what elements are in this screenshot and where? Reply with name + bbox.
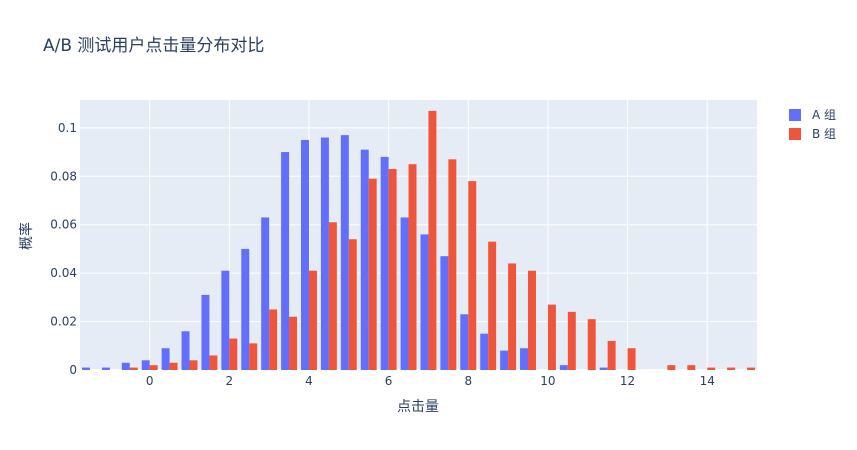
legend-label: B 组: [812, 127, 836, 141]
bar-b[interactable]: [428, 110, 437, 371]
x-tick-label: 2: [226, 374, 234, 388]
bars: [81, 110, 755, 371]
bar-a[interactable]: [221, 270, 230, 370]
bar-b[interactable]: [727, 367, 736, 370]
bar-b[interactable]: [488, 241, 497, 370]
bar-a[interactable]: [599, 367, 608, 370]
bar-b[interactable]: [547, 304, 556, 370]
bar-a[interactable]: [559, 365, 568, 370]
bar-a[interactable]: [141, 360, 150, 370]
bar-b[interactable]: [567, 311, 576, 370]
bar-b[interactable]: [149, 365, 158, 370]
y-axis-title: 概率: [18, 222, 35, 250]
ticks: 0 0.02 0.04 0.06 0.08 0.1 0 2 4 6 8 10 12 14: [50, 121, 715, 388]
bar-b[interactable]: [209, 355, 218, 370]
x-tick-label: 14: [700, 374, 715, 388]
bar-b[interactable]: [348, 239, 357, 370]
legend-label: A 组: [812, 108, 836, 122]
legend-swatch: [789, 109, 801, 121]
y-tick-label: 0.08: [50, 169, 77, 183]
bar-a[interactable]: [241, 248, 250, 370]
bar-a[interactable]: [520, 348, 529, 370]
legend-item[interactable]: B 组: [789, 127, 836, 141]
bar-b[interactable]: [368, 178, 377, 370]
bar-a[interactable]: [301, 139, 309, 370]
bar-b[interactable]: [408, 164, 417, 370]
bar-a[interactable]: [460, 314, 469, 370]
x-tick-label: 0: [146, 374, 154, 388]
chart-title: A/B 测试用户点击量分布对比: [43, 36, 264, 56]
bar-a[interactable]: [360, 149, 369, 370]
bar-b[interactable]: [587, 319, 596, 370]
bar-b[interactable]: [528, 270, 536, 370]
bar-b[interactable]: [229, 338, 238, 370]
x-tick-label: 4: [305, 374, 313, 388]
bar-b[interactable]: [388, 169, 397, 370]
bar-b[interactable]: [627, 348, 636, 370]
bar-b[interactable]: [249, 343, 258, 370]
bar-b[interactable]: [448, 159, 457, 370]
bar-b[interactable]: [508, 263, 517, 370]
x-axis-title: 点击量: [397, 399, 439, 415]
bar-b[interactable]: [308, 270, 317, 370]
bar-a[interactable]: [440, 256, 449, 370]
bar-b[interactable]: [169, 362, 178, 370]
bar-b[interactable]: [189, 360, 198, 370]
bar-a[interactable]: [261, 217, 270, 370]
bar-a[interactable]: [380, 156, 389, 370]
bar-a[interactable]: [81, 367, 90, 370]
bar-a[interactable]: [201, 294, 210, 370]
bar-a[interactable]: [121, 362, 130, 370]
y-tick-label: 0.1: [58, 121, 77, 135]
bar-a[interactable]: [400, 217, 409, 370]
y-tick-label: 0.02: [50, 315, 77, 329]
legend[interactable]: A 组 B 组: [789, 108, 836, 141]
bar-b[interactable]: [607, 340, 616, 370]
legend-item[interactable]: A 组: [789, 108, 836, 122]
y-tick-label: 0.04: [50, 266, 77, 280]
plot-area: [80, 100, 757, 370]
bar-a[interactable]: [420, 234, 429, 370]
bar-a[interactable]: [101, 367, 110, 370]
bar-b[interactable]: [667, 365, 676, 370]
bar-a[interactable]: [320, 137, 329, 370]
x-tick-label: 8: [464, 374, 472, 388]
x-tick-label: 12: [620, 374, 635, 388]
bar-b[interactable]: [289, 316, 298, 370]
bar-a[interactable]: [500, 350, 509, 370]
bar-b[interactable]: [269, 309, 278, 370]
y-tick-label: 0.06: [50, 218, 77, 232]
x-tick-label: 6: [385, 374, 393, 388]
bar-b[interactable]: [129, 367, 138, 370]
y-tick-label: 0: [69, 363, 77, 377]
bar-b[interactable]: [747, 367, 755, 370]
legend-swatch: [789, 128, 801, 140]
bar-b[interactable]: [687, 365, 696, 370]
bar-b[interactable]: [468, 181, 477, 370]
bar-a[interactable]: [281, 152, 290, 370]
bar-a[interactable]: [161, 348, 170, 370]
bar-a[interactable]: [340, 135, 349, 370]
bar-a[interactable]: [181, 331, 190, 370]
x-tick-label: 10: [540, 374, 555, 388]
bar-b[interactable]: [328, 222, 337, 370]
bar-b[interactable]: [707, 367, 716, 370]
bar-a[interactable]: [480, 333, 489, 370]
